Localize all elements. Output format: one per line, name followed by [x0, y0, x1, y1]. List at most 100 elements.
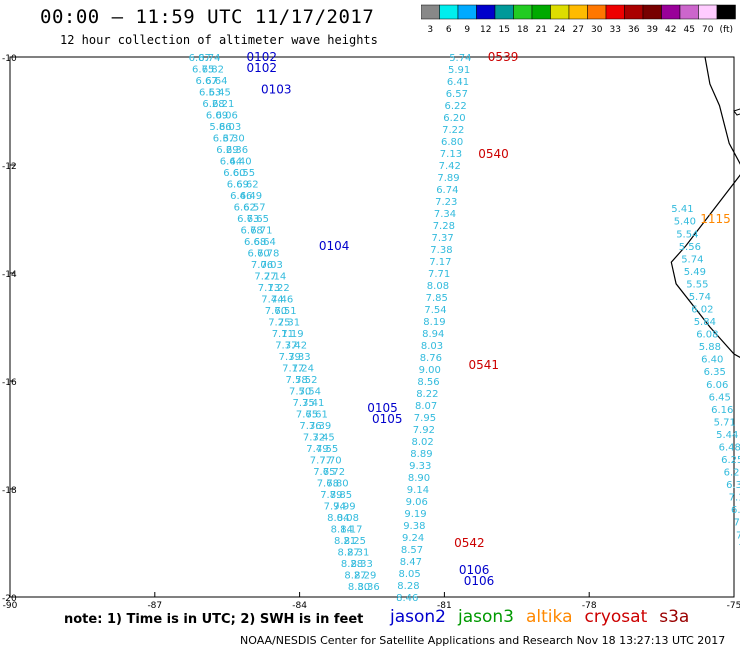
wave-height-value: 7.27 [254, 272, 276, 283]
legend-jason2: jason2 [390, 607, 446, 627]
wave-height-value: 6.48 [719, 443, 740, 454]
wave-height-value: 7.77 [310, 456, 332, 467]
wave-height-value: 8.22 [416, 389, 438, 400]
wave-height-value: 6.25 [721, 455, 740, 466]
wave-height-value: 9.19 [404, 509, 426, 520]
wave-height-value: 7.17 [429, 257, 451, 268]
wave-height-value: 6.65 [247, 214, 269, 225]
wave-height-value: 7.25 [268, 318, 290, 329]
wave-height-value: 7.22 [268, 283, 290, 294]
wave-height-value: 7.42 [285, 341, 307, 352]
wave-height-value: 7.15 [734, 518, 740, 529]
color-scale-bar: 3 6 9 12 15 18 21 24 27 30 33 36 39 42 45 70 (ft) [421, 4, 736, 34]
wave-height-value: 6.73 [237, 214, 259, 225]
wave-height-value: 6.67 [196, 76, 218, 87]
wave-height-value: 8.19 [423, 317, 445, 328]
wave-height-value: 6.40 [701, 355, 723, 366]
wave-height-value: 7.39 [309, 421, 331, 432]
wave-height-value: 7.94 [324, 502, 346, 513]
wave-height-value: 8.03 [421, 341, 443, 352]
wave-height-value: 8.28 [397, 581, 419, 592]
wave-height-value: 6.71 [250, 226, 272, 237]
wave-height-value: 6.22 [445, 101, 467, 112]
color-scale-label: 36 [628, 25, 640, 34]
wave-height-value: 7.89 [437, 173, 459, 184]
wave-height-value: 7.13 [440, 149, 462, 160]
wave-height-value: 6.80 [441, 137, 463, 148]
lon-tick-label: -81 [437, 601, 452, 611]
wave-height-value: 9.14 [407, 485, 429, 496]
wave-height-value: 8.29 [354, 571, 376, 582]
wave-height-value: 7.14 [264, 272, 286, 283]
wave-height-value: 5.88 [699, 342, 721, 353]
wave-height-value: 6.06 [706, 380, 728, 391]
lon-tick-label: -78 [582, 601, 597, 611]
wave-height-value: 6.69 [227, 180, 249, 191]
color-scale-label: 9 [464, 25, 470, 34]
wave-height-value: 7.89 [320, 490, 342, 501]
wave-height-value: 8.94 [422, 329, 444, 340]
lat-tick-label: -14 [2, 270, 17, 280]
wave-height-value: 8.47 [400, 557, 422, 568]
wave-height-value: 6.21 [212, 99, 234, 110]
wave-height-value: 8.46 [396, 593, 418, 604]
wave-height-value: 7.11 [272, 329, 294, 340]
wave-height-value: 5.86 [209, 122, 231, 133]
footnote: note: 1) Time is in UTC; 2) SWH is in fe… [64, 612, 364, 627]
wave-height-value: 5.55 [686, 280, 708, 291]
wave-height-value: 7.85 [426, 293, 448, 304]
color-scale-label: 70 [702, 25, 714, 34]
wave-height-value: 7.37 [432, 233, 454, 244]
track-time-label: 1115 [700, 212, 731, 226]
track-time-label: 0542 [454, 536, 485, 550]
wave-height-value: 7.37 [275, 341, 297, 352]
wave-height-value: 6.57 [446, 89, 468, 100]
wave-height-value: 7.03 [261, 260, 283, 271]
satellite-legend: jason2 jason3 altika cryosat s3a [390, 607, 701, 627]
wave-height-value: 7.80 [326, 479, 348, 490]
color-scale-label: 45 [684, 25, 695, 34]
wave-height-value: 7.34 [434, 209, 456, 220]
wave-height-value: 7.52 [295, 375, 317, 386]
wave-height-value: 8.57 [401, 545, 423, 556]
legend-altika: altika [526, 607, 573, 627]
wave-height-value: 8.05 [399, 569, 421, 580]
wave-height-value: 6.53 [199, 88, 221, 99]
wave-height-value: 7.45 [313, 433, 335, 444]
color-scale-label: 27 [573, 25, 584, 34]
wave-height-value: 7.38 [430, 245, 452, 256]
wave-height-value: 6.46 [230, 191, 252, 202]
wave-height-value: 8.04 [327, 513, 349, 524]
wave-height-value: 6.29 [724, 468, 740, 479]
wave-height-value: 6.06 [216, 111, 238, 122]
wave-height-value: 7.06 [251, 260, 273, 271]
track-time-label: 0106 [464, 574, 495, 588]
wave-height-value: 6.87 [189, 53, 211, 64]
track-time-label: 0104 [319, 239, 350, 253]
track-time-label: 0540 [478, 147, 509, 161]
wave-height-value: 6.36 [226, 145, 248, 156]
wave-height-value: 7.23 [435, 197, 457, 208]
wave-height-value: 9.06 [406, 497, 428, 508]
wave-height-value: 6.78 [257, 249, 279, 260]
wave-height-value: 7.46 [271, 295, 293, 306]
wave-height-value: 5.56 [679, 242, 701, 253]
color-scale-label: 18 [517, 25, 529, 34]
wave-height-value: 7.44 [261, 295, 283, 306]
color-scale-label: 12 [480, 25, 491, 34]
color-scale-label: 24 [554, 25, 566, 34]
wave-height-value: 6.62 [234, 203, 256, 214]
wave-height-value: 8.90 [408, 473, 430, 484]
wave-height-value: 7.17 [282, 364, 304, 375]
wave-height-value: 8.31 [347, 548, 369, 559]
color-scale-label: (ft) [719, 25, 733, 34]
wave-height-value: 6.38 [726, 480, 740, 491]
lon-tick-label: -75 [727, 601, 740, 611]
color-scale-label: 30 [591, 25, 603, 34]
wave-height-value: 7.54 [299, 387, 321, 398]
lon-tick-label: -84 [292, 601, 307, 611]
wave-height-value: 7.58 [286, 375, 308, 386]
wave-height-value: 8.14 [331, 525, 353, 536]
wave-height-value: 7.35 [293, 398, 315, 409]
